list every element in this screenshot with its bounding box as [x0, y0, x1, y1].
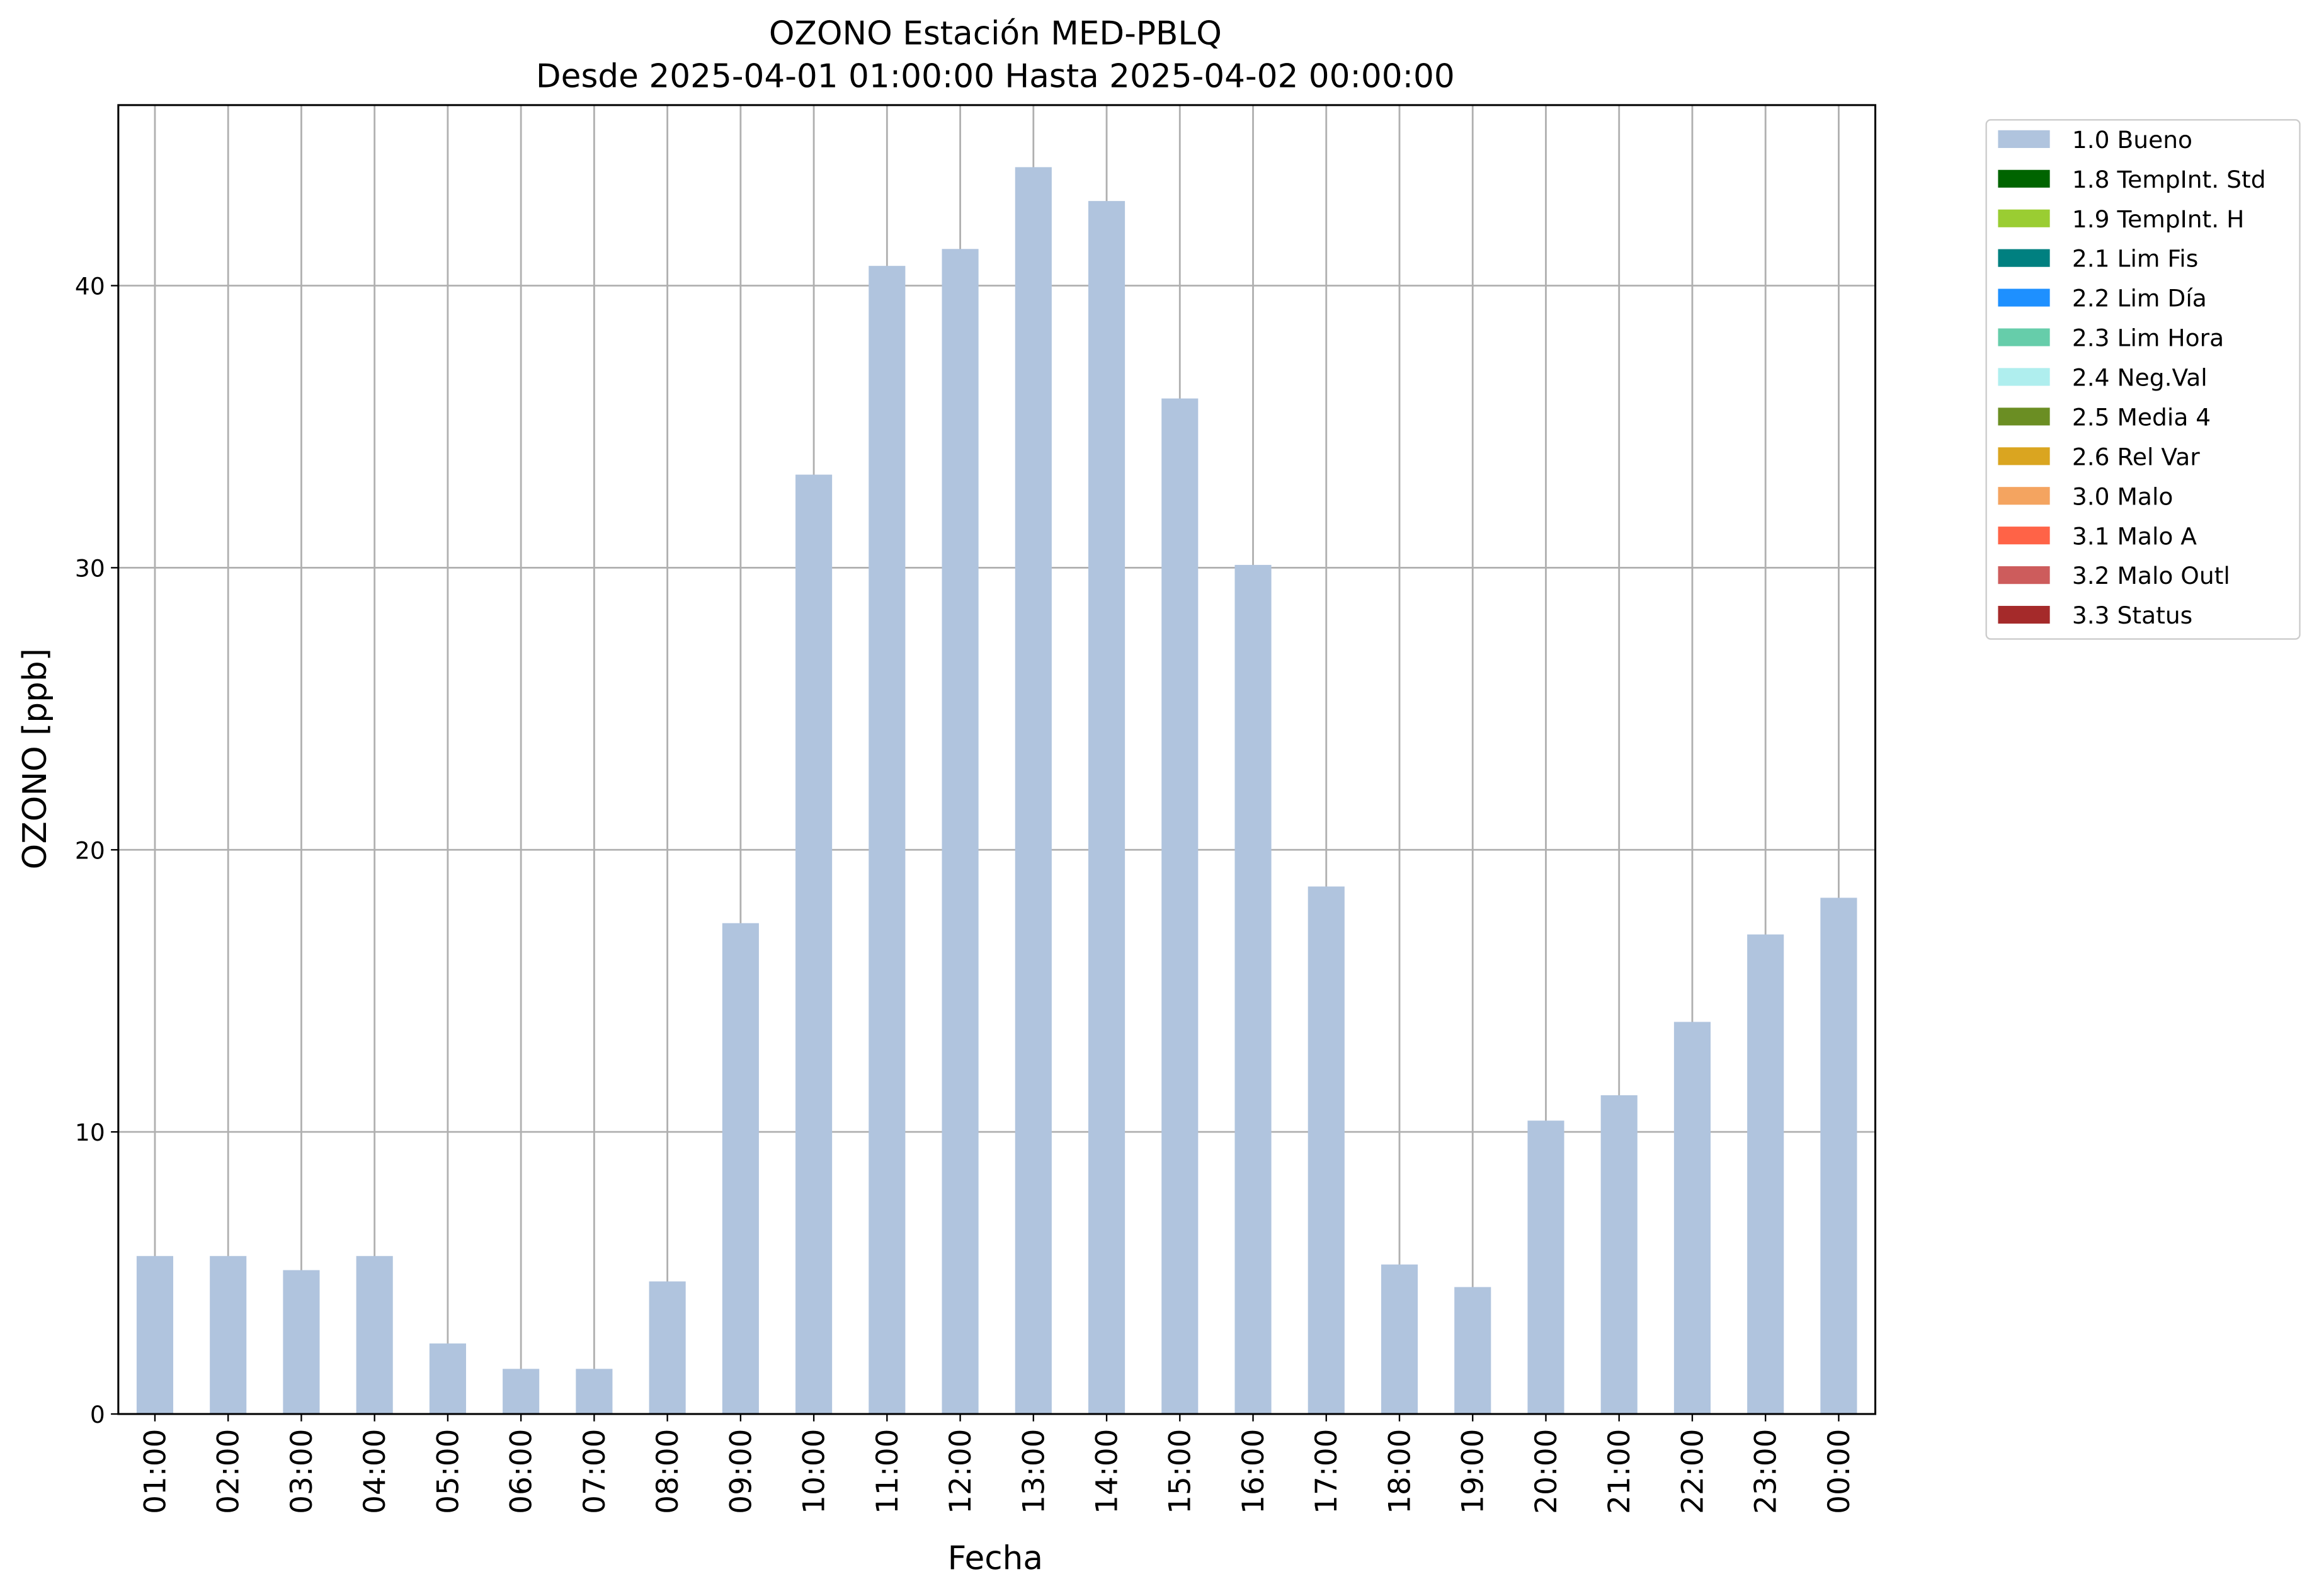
- x-tick-label: 08:00: [651, 1429, 685, 1514]
- bar: [283, 1270, 320, 1415]
- x-tick-label: 20:00: [1529, 1429, 1564, 1514]
- legend-label: 2.3 Lim Hora: [2072, 324, 2224, 352]
- legend-label: 2.1 Lim Fis: [2072, 245, 2198, 273]
- plot-frame: [117, 104, 1877, 1415]
- legend-swatch: [1998, 328, 2050, 346]
- legend-label: 1.9 TempInt. H: [2072, 205, 2245, 233]
- bar: [722, 923, 759, 1415]
- legend-swatch: [1998, 566, 2050, 584]
- legend-label: 2.6 Rel Var: [2072, 443, 2200, 470]
- x-tick-label: 10:00: [797, 1429, 832, 1514]
- legend-swatch: [1998, 288, 2050, 307]
- legend-swatch: [1998, 527, 2050, 545]
- chart-subtitle: Desde 2025-04-01 01:00:00 Hasta 2025-04-…: [536, 58, 1455, 96]
- bar: [1161, 398, 1199, 1415]
- legend-swatch: [1998, 408, 2050, 426]
- legend-swatch: [1998, 209, 2050, 227]
- x-tick-label: 12:00: [943, 1429, 978, 1514]
- x-tick-label: 18:00: [1382, 1429, 1417, 1514]
- x-tick-label: 14:00: [1090, 1429, 1124, 1514]
- bar: [503, 1369, 540, 1415]
- x-tick-label: 07:00: [578, 1429, 612, 1514]
- bar: [1088, 201, 1125, 1415]
- x-tick-label: 13:00: [1017, 1429, 1051, 1514]
- x-tick-label: 15:00: [1163, 1429, 1198, 1514]
- bar: [1600, 1095, 1638, 1415]
- bar: [795, 474, 833, 1415]
- x-tick-label: 21:00: [1602, 1429, 1637, 1514]
- legend-swatch: [1998, 368, 2050, 386]
- bar: [210, 1256, 247, 1415]
- bar: [869, 266, 906, 1415]
- x-tick-label: 04:00: [358, 1429, 392, 1514]
- legend-label: 3.3 Status: [2072, 601, 2192, 629]
- y-axis-label: OZONO [ppb]: [16, 648, 54, 869]
- bar: [1820, 898, 1857, 1415]
- bar: [136, 1256, 174, 1415]
- legend: 1.0 Bueno 1.8 TempInt. Std 1.9 TempInt. H 2…: [1998, 126, 2266, 629]
- axes: 0 10 20 30 40 01:00 02:00 03:00 04:00 05:00 06:00 0…: [75, 273, 1857, 1514]
- y-tick-label: 10: [75, 1119, 105, 1146]
- x-tick-label: 17:00: [1309, 1429, 1344, 1514]
- chart-title: OZONO Estación MED-PBLQ: [769, 15, 1222, 53]
- legend-label: 1.0 Bueno: [2072, 126, 2192, 154]
- x-tick-label: 03:00: [285, 1429, 319, 1514]
- legend-swatch: [1998, 447, 2050, 465]
- bar: [356, 1256, 393, 1415]
- x-tick-label: 06:00: [504, 1429, 539, 1514]
- y-tick-label: 0: [90, 1401, 105, 1428]
- bar: [1527, 1120, 1564, 1415]
- bar: [1673, 1022, 1711, 1415]
- legend-label: 2.4 Neg.Val: [2072, 364, 2208, 392]
- x-axis-label: Fecha: [948, 1540, 1043, 1578]
- x-tick-label: 09:00: [724, 1429, 758, 1514]
- legend-swatch: [1998, 169, 2050, 188]
- bar: [1381, 1264, 1418, 1415]
- legend-swatch: [1998, 487, 2050, 505]
- bar: [1234, 564, 1272, 1415]
- bar: [942, 249, 979, 1415]
- bar: [429, 1343, 466, 1415]
- bar: [1308, 886, 1345, 1415]
- x-tick-label: 02:00: [212, 1429, 246, 1514]
- bars: [136, 167, 1857, 1415]
- x-tick-label: 22:00: [1675, 1429, 1710, 1514]
- x-tick-label: 00:00: [1822, 1429, 1857, 1514]
- bar: [1015, 167, 1052, 1415]
- legend-label: 3.0 Malo: [2072, 482, 2174, 510]
- legend-swatch: [1998, 249, 2050, 267]
- bar: [1454, 1287, 1491, 1415]
- legend-swatch: [1998, 605, 2050, 624]
- x-tick-label: 05:00: [431, 1429, 465, 1514]
- legend-box: [1985, 119, 2301, 640]
- legend-label: 3.2 Malo Outl: [2072, 562, 2230, 590]
- legend-label: 1.8 TempInt. Std: [2072, 166, 2266, 193]
- legend-label: 2.5 Media 4: [2072, 403, 2211, 431]
- bar: [1747, 934, 1784, 1415]
- x-tick-label: 11:00: [870, 1429, 905, 1514]
- bar: [649, 1281, 686, 1415]
- bar: [576, 1369, 613, 1415]
- y-tick-label: 40: [75, 273, 105, 300]
- x-tick-label: 23:00: [1749, 1429, 1784, 1514]
- legend-swatch: [1998, 130, 2050, 148]
- x-tick-label: 19:00: [1456, 1429, 1491, 1514]
- legend-label: 3.1 Malo A: [2072, 522, 2197, 550]
- y-tick-label: 30: [75, 554, 105, 582]
- x-tick-label: 16:00: [1236, 1429, 1271, 1514]
- x-tick-label: 01:00: [138, 1429, 173, 1514]
- y-tick-label: 20: [75, 836, 105, 864]
- legend-label: 2.2 Lim Día: [2072, 285, 2207, 312]
